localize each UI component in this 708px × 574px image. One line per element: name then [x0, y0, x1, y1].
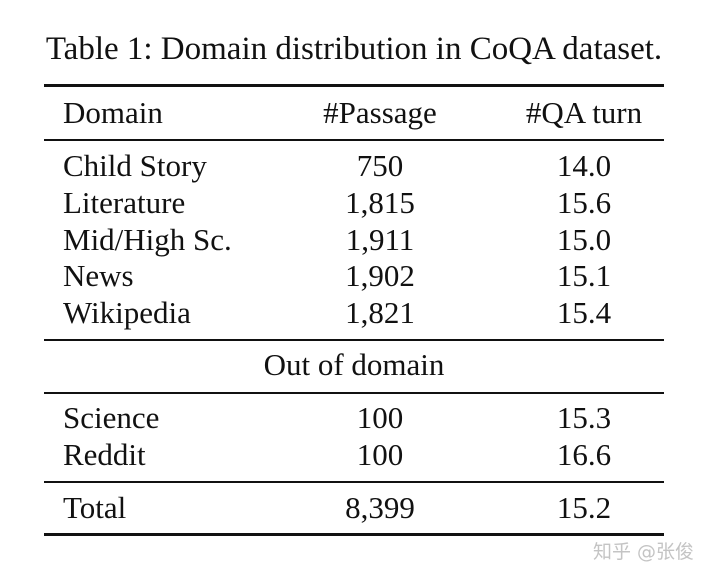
header-domain: Domain	[63, 95, 163, 130]
row-qa-turn: 15.4	[556, 295, 612, 330]
table-row: Literature 1,815 15.6	[44, 184, 664, 222]
row-domain: Wikipedia	[63, 295, 191, 330]
row-passage: 1,815	[345, 185, 415, 220]
row-domain: Child Story	[63, 148, 207, 183]
row-passage: 1,902	[345, 258, 415, 293]
row-domain: Reddit	[63, 437, 146, 472]
row-passage: 750	[356, 148, 404, 183]
table-header-row: Domain #Passage #QA turn	[44, 94, 664, 132]
table-row: News 1,902 15.1	[44, 257, 664, 295]
table-row: Wikipedia 1,821 15.4	[44, 294, 664, 332]
row-passage: 1,821	[345, 295, 415, 330]
top-rule	[44, 84, 664, 87]
watermark: 知乎 @张俊	[592, 541, 694, 563]
row-qa-turn: 15.0	[556, 222, 612, 257]
header-passage: #Passage	[323, 95, 437, 130]
row-qa-turn: 14.0	[556, 148, 612, 183]
total-qa-turn: 15.2	[556, 490, 612, 525]
row-domain: Literature	[63, 185, 186, 220]
row-qa-turn: 16.6	[556, 437, 612, 472]
row-passage: 100	[356, 437, 404, 472]
row-passage: 1,911	[345, 222, 415, 257]
table-row: Mid/High Sc. 1,911 15.0	[44, 221, 664, 259]
table-row: Science 100 15.3	[44, 399, 664, 437]
table-caption: Table 1: Domain distribution in CoQA dat…	[45, 31, 663, 67]
row-qa-turn: 15.3	[556, 400, 612, 435]
row-domain: Science	[63, 400, 160, 435]
total-passage: 8,399	[345, 490, 415, 525]
row-qa-turn: 15.6	[556, 185, 612, 220]
section-rule-top	[44, 339, 664, 341]
section-rule-bottom	[44, 392, 664, 394]
total-row: Total 8,399 15.2	[44, 489, 664, 527]
total-label: Total	[63, 490, 127, 525]
row-domain: Mid/High Sc.	[63, 222, 232, 257]
header-qa-turn: #QA turn	[525, 95, 643, 130]
out-of-domain-label: Out of domain	[263, 347, 445, 382]
bottom-rule	[44, 533, 664, 536]
row-passage: 100	[356, 400, 404, 435]
header-rule	[44, 139, 664, 141]
row-qa-turn: 15.1	[556, 258, 612, 293]
table-row: Reddit 100 16.6	[44, 436, 664, 474]
table-row: Child Story 750 14.0	[44, 147, 664, 185]
total-rule	[44, 481, 664, 483]
row-domain: News	[63, 258, 134, 293]
